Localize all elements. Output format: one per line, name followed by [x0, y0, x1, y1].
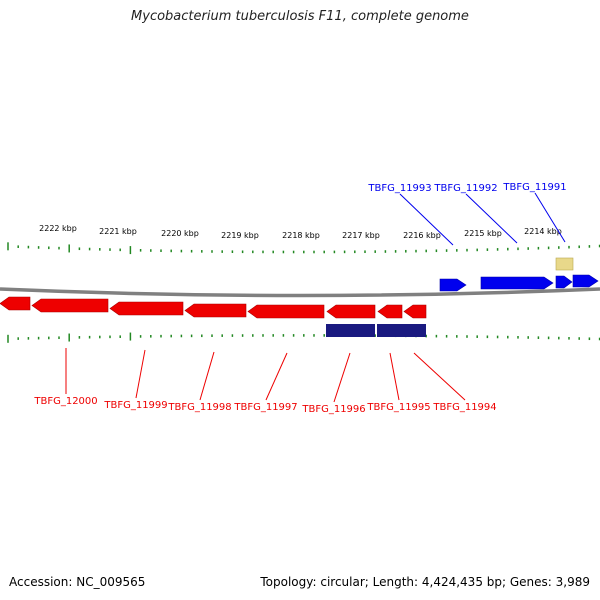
gene-label-reverse[interactable]: TBFG_11996 [301, 404, 365, 415]
gene-reverse[interactable] [184, 303, 247, 318]
gene-label-reverse[interactable]: TBFG_11995 [366, 402, 430, 413]
gene-label-reverse[interactable]: TBFG_11997 [233, 402, 297, 413]
gene-misc-feature[interactable] [555, 257, 574, 271]
scale-ticks-bottom [7, 332, 600, 343]
gene-feature-dark[interactable] [326, 324, 375, 337]
leader-line [199, 351, 215, 401]
scale-label: 2221 kbp [99, 227, 137, 236]
gene-reverse[interactable] [326, 304, 376, 319]
scale-ticks-top [7, 242, 600, 255]
scale-label: 2218 kbp [282, 231, 320, 240]
gene-label-forward[interactable]: TBFG_11993 [367, 183, 431, 194]
gene-label-reverse[interactable]: TBFG_11998 [167, 402, 231, 413]
leader-line [389, 352, 400, 401]
gene-reverse[interactable] [0, 296, 31, 311]
gene-label-forward[interactable]: TBFG_11992 [433, 183, 497, 194]
scale-label: 2220 kbp [161, 229, 199, 238]
scale-label: 2214 kbp [524, 227, 562, 236]
gene-label-forward[interactable]: TBFG_11991 [502, 182, 566, 193]
accession-text: Accession: NC_009565 [9, 575, 146, 589]
misc-features[interactable] [555, 257, 574, 271]
scale-label: 2215 kbp [464, 229, 502, 238]
gene-label-reverse[interactable]: TBFG_12000 [33, 396, 97, 407]
gene-reverse[interactable] [377, 304, 403, 319]
reverse-gene-labels[interactable]: TBFG_12000 TBFG_11999 TBFG_11998 TBFG_11997… [33, 348, 497, 415]
leader-line [333, 352, 351, 403]
gene-reverse[interactable] [109, 301, 184, 316]
scale-label: 2217 kbp [342, 231, 380, 240]
gene-label-reverse[interactable]: TBFG_11999 [103, 400, 167, 411]
gene-reverse[interactable] [31, 298, 109, 313]
gene-forward[interactable] [439, 278, 467, 292]
reverse-genes[interactable] [0, 296, 427, 319]
gene-forward[interactable] [480, 276, 554, 290]
leader-line [265, 352, 288, 401]
leader-line [534, 192, 566, 243]
forward-genes[interactable] [439, 274, 599, 292]
scale-label: 2222 kbp [39, 224, 77, 233]
gene-reverse[interactable] [247, 304, 325, 319]
gene-reverse[interactable] [403, 304, 427, 319]
leader-line [135, 349, 146, 399]
dark-features[interactable] [326, 324, 426, 337]
gene-forward[interactable] [572, 274, 599, 288]
scale-label: 2219 kbp [221, 231, 259, 240]
genome-title: Mycobacterium tuberculosis F11, complete… [131, 9, 469, 24]
genome-summary: Topology: circular; Length: 4,424,435 bp… [260, 575, 590, 589]
scale-labels: 2222 kbp 2221 kbp 2220 kbp 2219 kbp 2218 kbp… [39, 224, 562, 240]
leader-line [465, 193, 518, 244]
gene-label-reverse[interactable]: TBFG_11994 [432, 402, 496, 413]
leader-line [413, 352, 466, 401]
gene-forward[interactable] [555, 275, 573, 289]
forward-gene-labels[interactable]: TBFG_11993 TBFG_11992 TBFG_11991 [367, 182, 567, 246]
genome-backbone [0, 287, 600, 298]
gene-feature-dark[interactable] [377, 324, 426, 337]
leader-line [399, 193, 454, 246]
scale-label: 2216 kbp [403, 231, 441, 240]
